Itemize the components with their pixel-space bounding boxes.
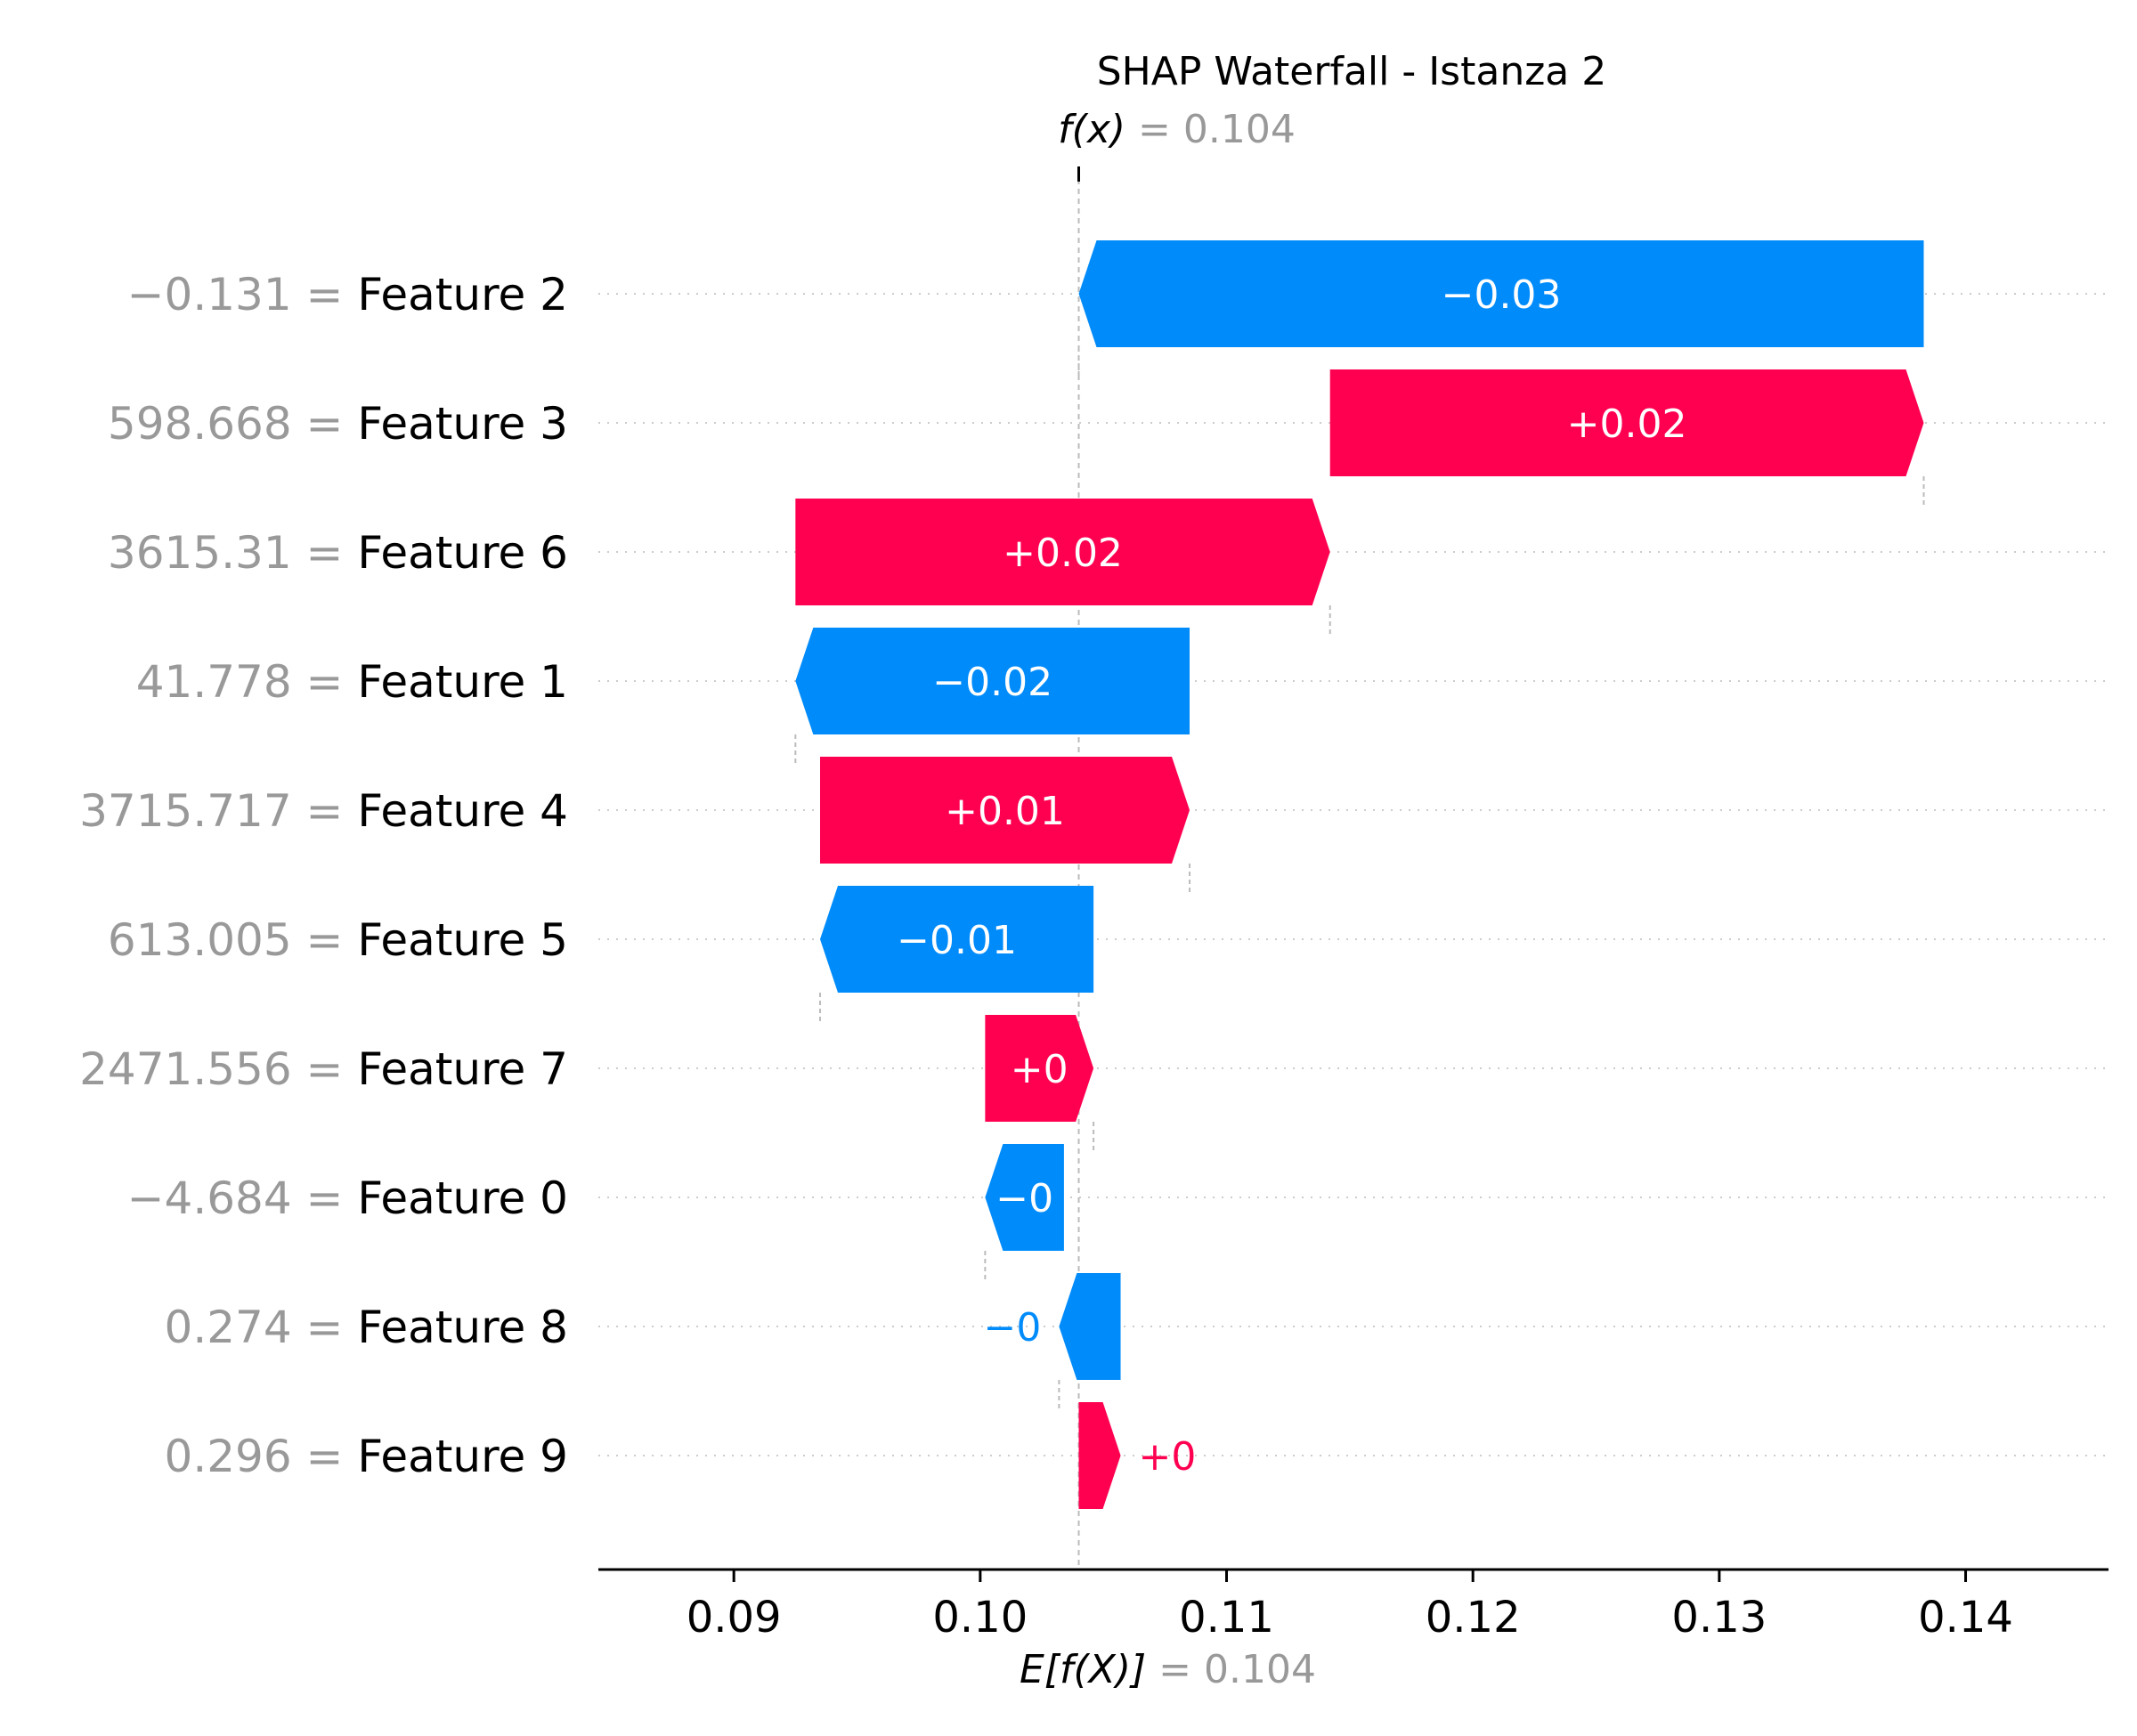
feature-label: −4.684 = Feature 0 [127,1172,568,1224]
feature-name: Feature 9 [357,1431,568,1482]
feature-equals: = [292,785,358,837]
feature-value: 0.274 [165,1302,292,1353]
ex-equals: = [1146,1647,1204,1692]
feature-value: 3715.717 [79,785,292,837]
feature-value: 598.668 [108,398,292,450]
bars: −0.03 +0.02 +0.02 −0.02 +0.01 −0.01 +0 −0 −0 +0 [795,240,1924,1509]
x-tick-label: 0.13 [1671,1593,1767,1643]
feature-equals: = [292,914,358,966]
x-tick-label: 0.11 [1179,1593,1274,1643]
feature-value: 613.005 [108,914,292,966]
feature-equals: = [292,1043,358,1095]
bar-feature-6 [795,499,1330,605]
feature-name: Feature 3 [357,398,568,450]
feature-equals: = [292,1302,358,1353]
feature-name: Feature 1 [357,656,568,708]
bar-feature-5 [820,886,1094,993]
bar-value-label: +0.01 [945,789,1065,834]
feature-name: Feature 7 [357,1043,568,1095]
fx-symbol: f(x) [1058,107,1125,152]
feature-name: Feature 8 [357,1302,568,1353]
feature-name: Feature 5 [357,914,568,966]
bar-value-label: −0.02 [932,660,1052,705]
x-tick-label: 0.09 [687,1593,782,1643]
bar-value-label: +0.02 [1003,531,1123,576]
bar-value-label: −0 [984,1305,1042,1351]
feature-label: 41.778 = Feature 1 [136,656,568,708]
bar-value-label: −0 [995,1176,1053,1221]
feature-label: −0.131 = Feature 2 [127,269,568,320]
feature-equals: = [292,269,358,320]
feature-name: Feature 0 [357,1172,568,1224]
bar-value-label: −0.01 [897,918,1017,963]
feature-value: 0.296 [165,1431,292,1482]
bar-feature-4 [820,757,1190,864]
feature-label: 598.668 = Feature 3 [108,398,568,450]
feature-value: 41.778 [136,656,292,708]
feature-value: −4.684 [127,1172,292,1224]
feature-label: 0.296 = Feature 9 [165,1431,568,1482]
feature-equals: = [292,656,358,708]
ex-symbol: E[f(X)] [1020,1647,1146,1692]
expected-value-annotation: E[f(X)] = 0.104 [1020,1647,1316,1692]
bar-feature-7 [985,1015,1094,1122]
fx-equals: = [1125,107,1183,152]
bar-value-label: −0.03 [1442,272,1562,318]
bar-value-label: +0 [1139,1434,1197,1480]
bar-feature-2 [1078,240,1924,347]
chart-title: SHAP Waterfall - Istanza 2 [1097,49,1607,94]
bar-feature-0 [985,1144,1064,1251]
x-tick-label: 0.12 [1426,1593,1521,1643]
feature-label: 613.005 = Feature 5 [108,914,568,966]
x-axis: 0.09 0.10 0.11 0.12 0.13 0.14 [598,1568,2109,1643]
feature-label: 0.274 = Feature 8 [165,1302,568,1353]
feature-label: 3615.31 = Feature 6 [108,527,568,579]
bar-value-label: +0.02 [1567,402,1687,447]
fx-label: f(x) = 0.104 [1058,107,1296,152]
bar-value-label: +0 [1011,1047,1068,1092]
x-tick-label: 0.14 [1918,1593,2013,1643]
feature-equals: = [292,1431,358,1482]
feature-name: Feature 4 [357,785,568,837]
x-tick-label: 0.10 [932,1593,1028,1643]
ex-label: E[f(X)] = 0.104 [1020,1647,1316,1692]
ex-value: 0.104 [1204,1647,1316,1692]
feature-equals: = [292,1172,358,1224]
feature-name: Feature 2 [357,269,568,320]
bar-feature-1 [795,628,1190,734]
bar-feature-3 [1329,369,1924,476]
feature-value: 3615.31 [108,527,292,579]
fx-annotation: f(x) = 0.104 [1058,107,1296,182]
feature-value: −0.131 [127,269,292,320]
bar-feature-9 [1078,1402,1121,1509]
bar-feature-8 [1059,1273,1121,1380]
feature-labels: −0.131 = Feature 2 598.668 = Feature 3 361… [79,269,568,1482]
feature-name: Feature 6 [357,527,568,579]
feature-label: 2471.556 = Feature 7 [79,1043,568,1095]
fx-value: 0.104 [1183,107,1296,152]
feature-equals: = [292,398,358,450]
feature-equals: = [292,527,358,579]
feature-label: 3715.717 = Feature 4 [79,785,568,837]
feature-value: 2471.556 [79,1043,292,1095]
